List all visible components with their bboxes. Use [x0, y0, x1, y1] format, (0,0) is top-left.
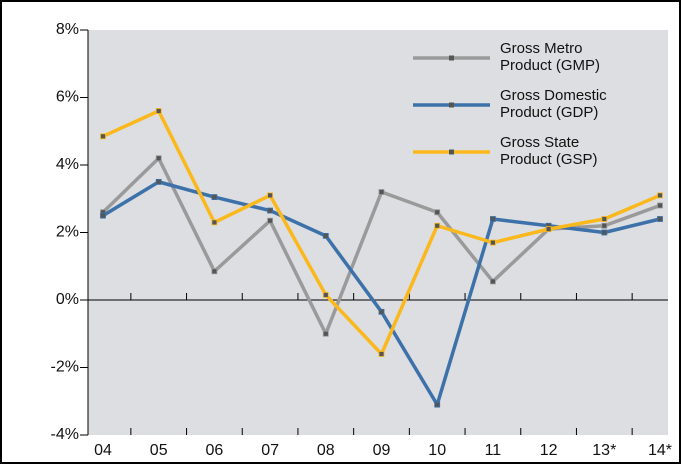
point-marker [378, 308, 385, 315]
x-tick-label: 05 [150, 442, 168, 459]
point-marker [601, 229, 608, 236]
point-marker [657, 216, 663, 222]
plot-area [88, 30, 668, 435]
point-marker [100, 212, 106, 219]
point-marker [434, 401, 441, 408]
point-marker [378, 189, 385, 195]
y-tick-label: 6% [56, 89, 79, 106]
x-tick-label: 06 [206, 442, 224, 459]
y-tick-label: -4% [51, 426, 79, 443]
point-marker [378, 351, 385, 357]
y-tick-label: 0% [56, 291, 79, 308]
point-marker [155, 108, 162, 114]
point-marker [211, 194, 218, 200]
point-marker [489, 216, 496, 222]
point-marker [267, 192, 274, 199]
point-marker [434, 222, 441, 229]
x-tick-label: 11 [485, 442, 502, 459]
y-tick-label: -2% [51, 359, 79, 376]
point-marker [657, 192, 663, 199]
point-marker [100, 133, 106, 140]
point-marker [434, 209, 441, 216]
legend-label: Gross Metro Product (GMP) [500, 40, 601, 74]
point-marker [657, 202, 663, 209]
legend-marker [449, 55, 454, 61]
x-tick-label: 12 [540, 442, 558, 459]
y-tick-label: 2% [56, 224, 79, 241]
legend-label: Gross Domestic Product (GDP) [500, 87, 607, 121]
x-tick-label: 10 [428, 442, 446, 459]
legend-marker [449, 102, 454, 108]
point-marker [601, 222, 608, 229]
point-marker [267, 207, 274, 214]
point-marker [322, 292, 329, 298]
point-marker [489, 239, 496, 246]
point-marker [322, 232, 329, 239]
y-tick-label: 8% [56, 21, 79, 38]
point-marker [211, 219, 218, 226]
x-tick-label: 07 [261, 442, 279, 459]
point-marker [267, 217, 274, 224]
point-marker [489, 278, 496, 285]
point-marker [155, 178, 162, 185]
point-marker [545, 226, 552, 233]
point-marker [322, 330, 329, 337]
x-tick-label: 14* [648, 442, 672, 459]
point-marker [601, 216, 608, 222]
x-tick-label: 13* [592, 442, 616, 459]
x-tick-label: 08 [317, 442, 335, 459]
y-tick-label: 4% [56, 156, 79, 173]
x-tick-label: 09 [373, 442, 391, 459]
point-marker [155, 155, 162, 162]
point-marker [211, 268, 218, 275]
legend-label: Gross State Product (GSP) [500, 134, 598, 168]
x-tick-label: 04 [94, 442, 112, 459]
legend-marker [449, 149, 454, 155]
